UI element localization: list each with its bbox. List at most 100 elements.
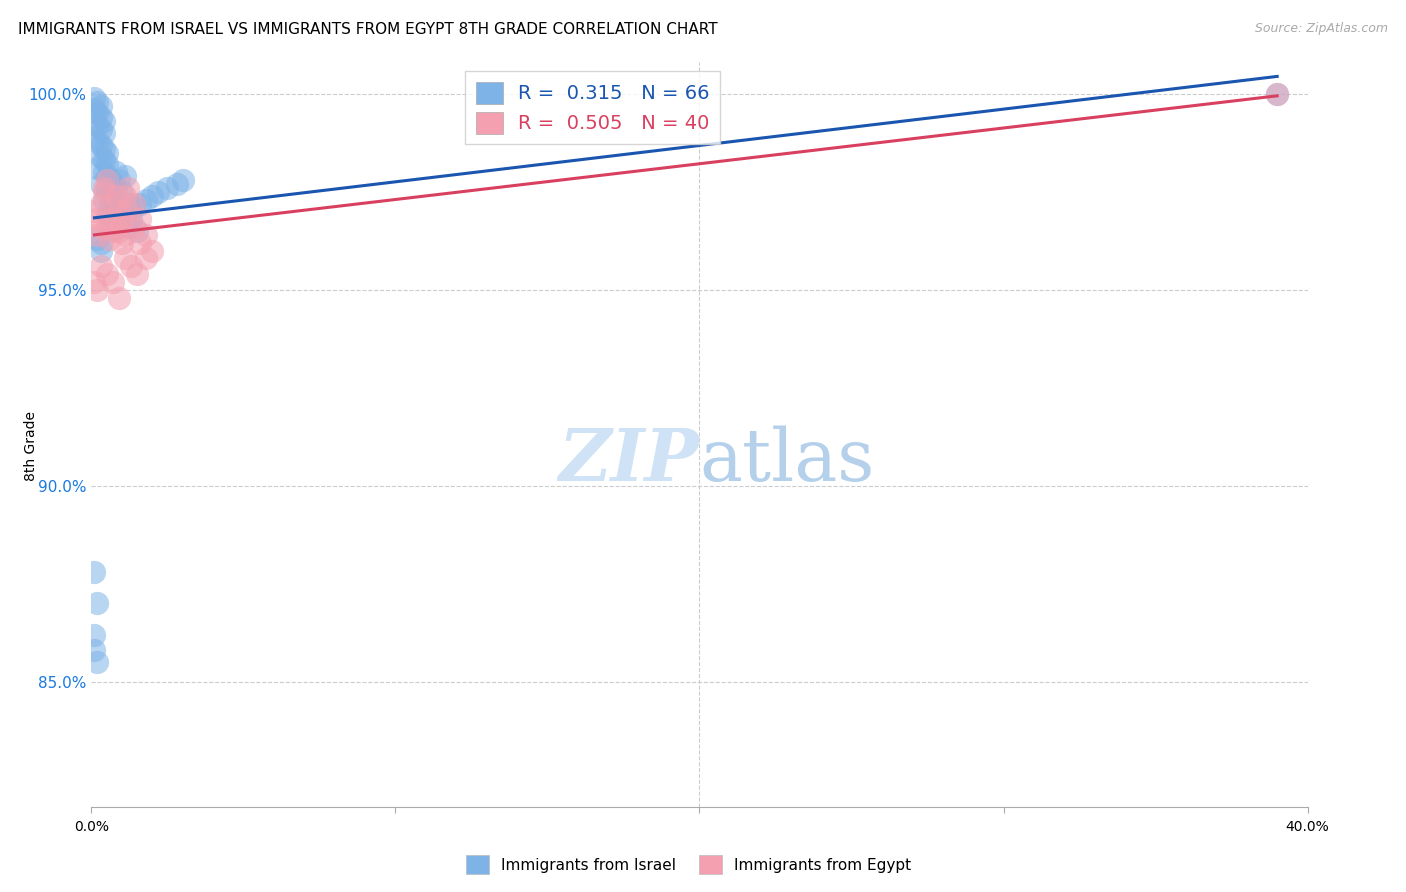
Point: [111, 201, 134, 215]
Text: 40.0%: 40.0%: [1285, 821, 1330, 834]
Point: [141, 244, 163, 258]
Point: [1265, 87, 1288, 101]
Point: [86, 227, 108, 242]
Point: [104, 188, 127, 202]
Point: [107, 291, 129, 305]
Point: [107, 220, 129, 235]
Point: [101, 224, 124, 238]
Point: [111, 216, 134, 230]
Text: 0.0%: 0.0%: [75, 821, 108, 834]
Point: [89, 220, 111, 235]
Point: [86, 95, 108, 109]
Point: [89, 235, 111, 250]
Point: [135, 252, 157, 266]
Point: [93, 193, 115, 207]
Point: [86, 106, 108, 120]
Point: [104, 204, 127, 219]
Point: [114, 208, 136, 222]
Point: [93, 185, 115, 199]
Point: [129, 196, 152, 211]
Point: [89, 122, 111, 136]
Point: [114, 188, 136, 202]
Point: [101, 196, 124, 211]
Point: [96, 181, 118, 195]
Point: [107, 204, 129, 219]
Point: [104, 165, 127, 179]
Point: [96, 208, 118, 222]
Point: [89, 137, 111, 152]
Point: [107, 173, 129, 187]
Point: [104, 212, 127, 227]
Point: [111, 185, 134, 199]
Point: [86, 283, 108, 297]
Point: [96, 157, 118, 171]
Point: [104, 181, 127, 195]
Text: 8th Grade: 8th Grade: [24, 411, 38, 481]
Point: [135, 227, 157, 242]
Point: [96, 267, 118, 281]
Point: [89, 260, 111, 274]
Point: [96, 220, 118, 235]
Point: [86, 212, 108, 227]
Point: [83, 643, 105, 657]
Point: [117, 204, 139, 219]
Point: [83, 130, 105, 145]
Point: [98, 185, 121, 199]
Point: [93, 181, 115, 195]
Point: [86, 655, 108, 669]
Point: [120, 260, 142, 274]
Point: [114, 169, 136, 183]
Point: [98, 196, 121, 211]
Text: IMMIGRANTS FROM ISRAEL VS IMMIGRANTS FROM EGYPT 8TH GRADE CORRELATION CHART: IMMIGRANTS FROM ISRAEL VS IMMIGRANTS FRO…: [18, 22, 718, 37]
Point: [1265, 87, 1288, 101]
Point: [148, 185, 170, 199]
Point: [101, 275, 124, 289]
Point: [172, 173, 194, 187]
Point: [89, 111, 111, 125]
Point: [83, 628, 105, 642]
Point: [129, 212, 152, 227]
Point: [101, 212, 124, 227]
Point: [107, 224, 129, 238]
Point: [83, 91, 105, 105]
Point: [117, 220, 139, 235]
Point: [83, 204, 105, 219]
Point: [96, 145, 118, 160]
Point: [86, 161, 108, 176]
Point: [125, 267, 148, 281]
Point: [117, 181, 139, 195]
Point: [93, 142, 115, 156]
Point: [111, 216, 134, 230]
Point: [98, 212, 121, 227]
Point: [101, 201, 124, 215]
Point: [101, 188, 124, 202]
Point: [98, 232, 121, 246]
Point: [156, 181, 179, 195]
Point: [86, 232, 108, 246]
Legend: R =  0.315   N = 66, R =  0.505   N = 40: R = 0.315 N = 66, R = 0.505 N = 40: [465, 71, 720, 145]
Point: [89, 244, 111, 258]
Point: [135, 193, 157, 207]
Point: [86, 134, 108, 148]
Point: [83, 565, 105, 579]
Point: [122, 201, 145, 215]
Point: [89, 177, 111, 191]
Point: [93, 165, 115, 179]
Text: ZIP: ZIP: [558, 425, 699, 497]
Point: [120, 212, 142, 227]
Point: [141, 188, 163, 202]
Point: [111, 235, 134, 250]
Point: [166, 177, 188, 191]
Point: [83, 275, 105, 289]
Point: [96, 173, 118, 187]
Text: atlas: atlas: [699, 425, 875, 496]
Point: [122, 196, 145, 211]
Point: [86, 596, 108, 610]
Point: [129, 235, 152, 250]
Point: [83, 103, 105, 117]
Point: [101, 177, 124, 191]
Point: [93, 114, 115, 128]
Point: [122, 220, 145, 235]
Point: [125, 224, 148, 238]
Legend: Immigrants from Israel, Immigrants from Egypt: Immigrants from Israel, Immigrants from …: [460, 849, 918, 880]
